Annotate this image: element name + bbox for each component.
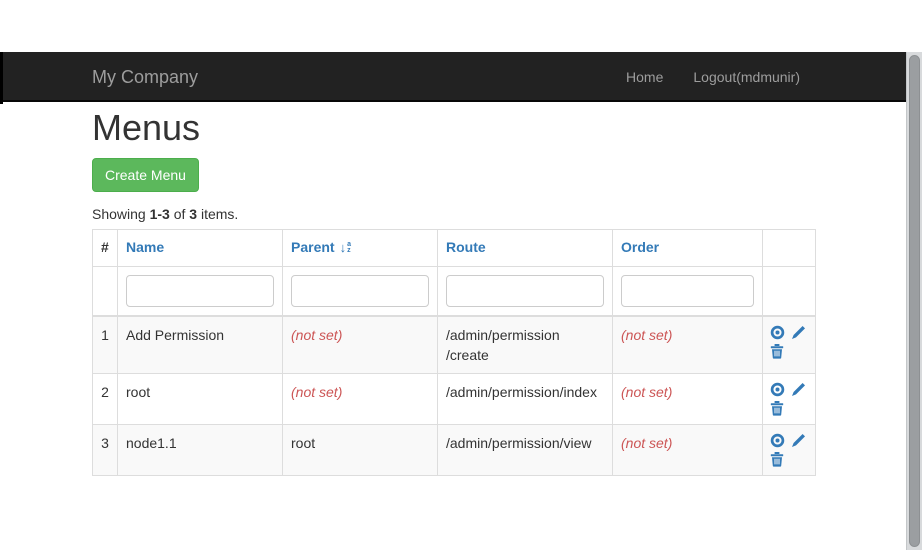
view-icon[interactable] <box>770 433 785 448</box>
cell-route: /admin/permission /create <box>437 315 613 374</box>
cell-parent: (not set) <box>282 315 438 374</box>
sort-parent-link[interactable]: Parent ↓ a z <box>291 238 351 258</box>
column-header-name: Name <box>117 228 283 267</box>
cell-actions <box>762 372 816 425</box>
cell-name: root <box>117 372 283 425</box>
cell-order: (not set) <box>612 372 763 425</box>
summary-text: Showing <box>92 205 150 222</box>
filter-row <box>92 265 816 317</box>
filter-cell-empty <box>92 265 118 317</box>
cell-name: Add Permission <box>117 315 283 374</box>
sort-name-link[interactable]: Name <box>126 238 165 255</box>
nav-home-link[interactable]: Home <box>626 69 664 85</box>
vertical-scrollbar-thumb[interactable] <box>909 55 920 547</box>
page-title: Menus <box>92 106 201 148</box>
cell-order: (not set) <box>612 423 763 476</box>
filter-cell-name <box>117 265 283 317</box>
delete-trash-icon[interactable] <box>770 400 785 416</box>
window-edge <box>0 52 3 104</box>
navbar-container: My Company Home Logout(mdmunir) <box>92 52 815 102</box>
top-navbar: My Company Home Logout(mdmunir) <box>0 52 906 102</box>
cell-actions <box>762 315 816 374</box>
view-icon[interactable] <box>770 325 785 340</box>
navbar-nav: Home Logout(mdmunir) <box>611 52 815 102</box>
column-header-parent: Parent ↓ a z <box>282 228 438 267</box>
sort-order-link[interactable]: Order <box>621 238 660 255</box>
summary-text: items. <box>197 205 239 222</box>
column-header-num: # <box>92 228 118 267</box>
filter-cell-order <box>612 265 763 317</box>
sort-route-link[interactable]: Route <box>446 238 486 255</box>
table-row: 2 root (not set) /admin/permission/index… <box>92 372 816 425</box>
table-row: 1 Add Permission (not set) /admin/permis… <box>92 315 816 374</box>
cell-actions <box>762 423 816 476</box>
edit-pencil-icon[interactable] <box>791 325 806 340</box>
brand-link[interactable]: My Company <box>92 67 199 87</box>
summary-total: 3 <box>189 205 198 222</box>
summary-range: 1-3 <box>149 205 170 222</box>
order-filter-input[interactable] <box>621 274 754 307</box>
grid-summary: Showing 1-3 of 3 items. <box>92 205 815 225</box>
cell-parent: root <box>282 423 438 476</box>
create-menu-button[interactable]: Create Menu <box>92 157 199 192</box>
filter-cell-parent <box>282 265 438 317</box>
delete-trash-icon[interactable] <box>770 343 785 359</box>
cell-route: /admin/permission/view <box>437 423 613 476</box>
route-filter-input[interactable] <box>446 274 604 307</box>
column-label: Parent <box>291 238 335 255</box>
column-header-route: Route <box>437 228 613 267</box>
table-row: 3 node1.1 root /admin/permission/view (n… <box>92 423 816 476</box>
column-header-actions <box>762 228 816 267</box>
filter-cell-route <box>437 265 613 317</box>
edit-pencil-icon[interactable] <box>791 433 806 448</box>
filter-cell-actions <box>762 265 816 317</box>
vertical-scrollbar[interactable] <box>906 52 922 550</box>
row-number: 1 <box>92 315 118 374</box>
menus-grid: # Name Parent ↓ a z Route Order 1 Add Permi… <box>92 228 816 476</box>
cell-parent: (not set) <box>282 372 438 425</box>
cell-order: (not set) <box>612 315 763 374</box>
name-filter-input[interactable] <box>126 274 274 307</box>
summary-text: of <box>169 205 190 222</box>
parent-filter-input[interactable] <box>291 274 429 307</box>
row-number: 2 <box>92 372 118 425</box>
main-container: Home / Admin / Menus Menus Create Menu S… <box>92 52 816 476</box>
edit-pencil-icon[interactable] <box>791 382 806 397</box>
cell-route: /admin/permission/index <box>437 372 613 425</box>
header-row: # Name Parent ↓ a z Route Order <box>92 228 816 267</box>
sort-asc-icon: ↓ a z <box>339 240 351 256</box>
column-header-order: Order <box>612 228 763 267</box>
view-icon[interactable] <box>770 382 785 397</box>
row-number: 3 <box>92 423 118 476</box>
cell-name: node1.1 <box>117 423 283 476</box>
delete-trash-icon[interactable] <box>770 451 785 467</box>
nav-logout-link[interactable]: Logout(mdmunir) <box>693 69 800 85</box>
